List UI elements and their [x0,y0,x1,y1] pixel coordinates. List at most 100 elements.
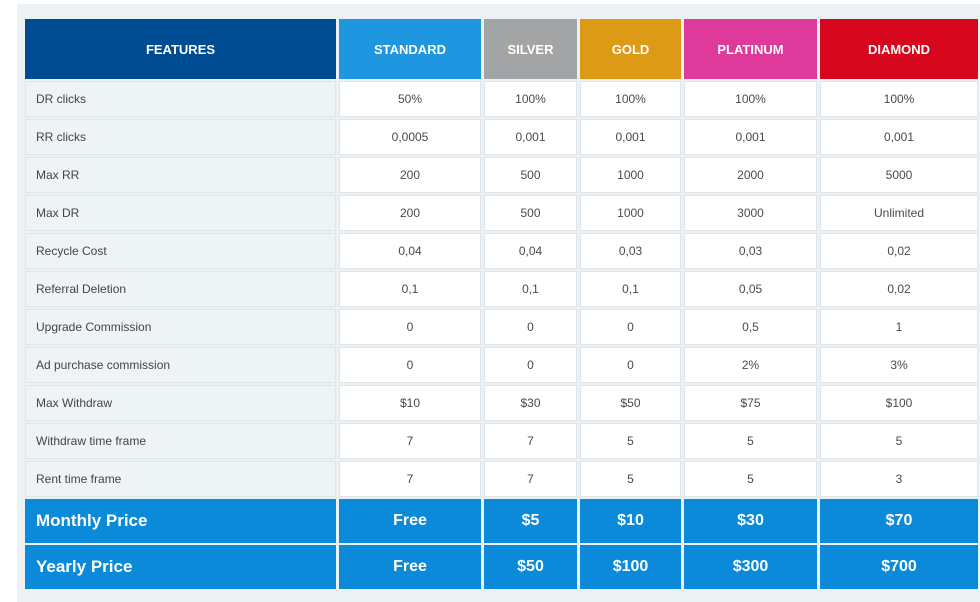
plan-header-diamond: DIAMOND [820,19,978,79]
cell-gold: 5 [580,461,681,497]
cell-silver: 7 [484,461,577,497]
cell-standard: 200 [339,195,481,231]
cell-platinum: 3000 [684,195,817,231]
cell-silver: 0,001 [484,119,577,155]
cell-diamond: 3% [820,347,978,383]
cell-silver: 0,1 [484,271,577,307]
feature-label: Withdraw time frame [25,423,336,459]
cell-diamond: Unlimited [820,195,978,231]
cell-diamond: $70 [820,499,978,543]
feature-label: Max DR [25,195,336,231]
feature-label: Monthly Price [25,499,336,543]
pricing-table: FEATURES STANDARD SILVER GOLD PLATINUM D… [22,17,980,591]
cell-platinum: 0,05 [684,271,817,307]
feature-label: DR clicks [25,81,336,117]
plan-header-platinum: PLATINUM [684,19,817,79]
table-row: Max Withdraw $10 $30 $50 $75 $100 [25,385,978,421]
cell-diamond: 0,02 [820,233,978,269]
cell-platinum: $30 [684,499,817,543]
cell-platinum: 0,03 [684,233,817,269]
table-row: Rent time frame 7 7 5 5 3 [25,461,978,497]
table-row: Recycle Cost 0,04 0,04 0,03 0,03 0,02 [25,233,978,269]
cell-diamond: $700 [820,545,978,589]
feature-label: RR clicks [25,119,336,155]
cell-platinum: 5 [684,461,817,497]
feature-label: Ad purchase commission [25,347,336,383]
price-row-monthly-price: Monthly Price Free $5 $10 $30 $70 [25,499,978,543]
table-row: Max RR 200 500 1000 2000 5000 [25,157,978,193]
cell-diamond: $100 [820,385,978,421]
cell-silver: 0 [484,347,577,383]
feature-label: Rent time frame [25,461,336,497]
table-row: Ad purchase commission 0 0 0 2% 3% [25,347,978,383]
cell-silver: 500 [484,157,577,193]
cell-standard: 0 [339,309,481,345]
feature-label: Max Withdraw [25,385,336,421]
cell-platinum: 5 [684,423,817,459]
cell-gold: $50 [580,385,681,421]
features-header: FEATURES [25,19,336,79]
cell-platinum: 2% [684,347,817,383]
cell-standard: 0,1 [339,271,481,307]
cell-silver: 7 [484,423,577,459]
cell-diamond: 5 [820,423,978,459]
cell-diamond: 1 [820,309,978,345]
feature-label: Max RR [25,157,336,193]
feature-label: Referral Deletion [25,271,336,307]
feature-label: Upgrade Commission [25,309,336,345]
cell-standard: $10 [339,385,481,421]
cell-silver: $50 [484,545,577,589]
cell-diamond: 0,001 [820,119,978,155]
cell-platinum: 2000 [684,157,817,193]
header-row: FEATURES STANDARD SILVER GOLD PLATINUM D… [25,19,978,79]
cell-diamond: 5000 [820,157,978,193]
cell-gold: 0,1 [580,271,681,307]
plan-header-silver: SILVER [484,19,577,79]
cell-gold: $100 [580,545,681,589]
plan-header-standard: STANDARD [339,19,481,79]
feature-label: Yearly Price [25,545,336,589]
cell-standard: Free [339,499,481,543]
cell-silver: 500 [484,195,577,231]
table-row: Referral Deletion 0,1 0,1 0,1 0,05 0,02 [25,271,978,307]
cell-gold: 0 [580,309,681,345]
plan-header-gold: GOLD [580,19,681,79]
table-row: Max DR 200 500 1000 3000 Unlimited [25,195,978,231]
cell-silver: 0 [484,309,577,345]
cell-platinum: 0,001 [684,119,817,155]
cell-silver: 100% [484,81,577,117]
price-rows: Monthly Price Free $5 $10 $30 $70 Yearly Price… [25,499,978,589]
cell-silver: 0,04 [484,233,577,269]
feature-label: Recycle Cost [25,233,336,269]
cell-standard: 7 [339,461,481,497]
cell-silver: $5 [484,499,577,543]
cell-diamond: 0,02 [820,271,978,307]
cell-gold: 1000 [580,195,681,231]
cell-standard: Free [339,545,481,589]
cell-standard: 50% [339,81,481,117]
cell-standard: 0 [339,347,481,383]
cell-gold: 100% [580,81,681,117]
table-row: Withdraw time frame 7 7 5 5 5 [25,423,978,459]
cell-gold: $10 [580,499,681,543]
table-row: DR clicks 50% 100% 100% 100% 100% [25,81,978,117]
cell-platinum: 0,5 [684,309,817,345]
cell-gold: 0,03 [580,233,681,269]
cell-standard: 7 [339,423,481,459]
cell-silver: $30 [484,385,577,421]
table-row: Upgrade Commission 0 0 0 0,5 1 [25,309,978,345]
cell-standard: 0,04 [339,233,481,269]
cell-platinum: $75 [684,385,817,421]
table-row: RR clicks 0,0005 0,001 0,001 0,001 0,001 [25,119,978,155]
cell-diamond: 3 [820,461,978,497]
cell-standard: 200 [339,157,481,193]
cell-gold: 0 [580,347,681,383]
cell-platinum: 100% [684,81,817,117]
feature-rows: DR clicks 50% 100% 100% 100% 100% RR clicks 0,0… [25,81,978,497]
price-row-yearly-price: Yearly Price Free $50 $100 $300 $700 [25,545,978,589]
cell-gold: 5 [580,423,681,459]
cell-platinum: $300 [684,545,817,589]
cell-diamond: 100% [820,81,978,117]
cell-gold: 0,001 [580,119,681,155]
cell-gold: 1000 [580,157,681,193]
